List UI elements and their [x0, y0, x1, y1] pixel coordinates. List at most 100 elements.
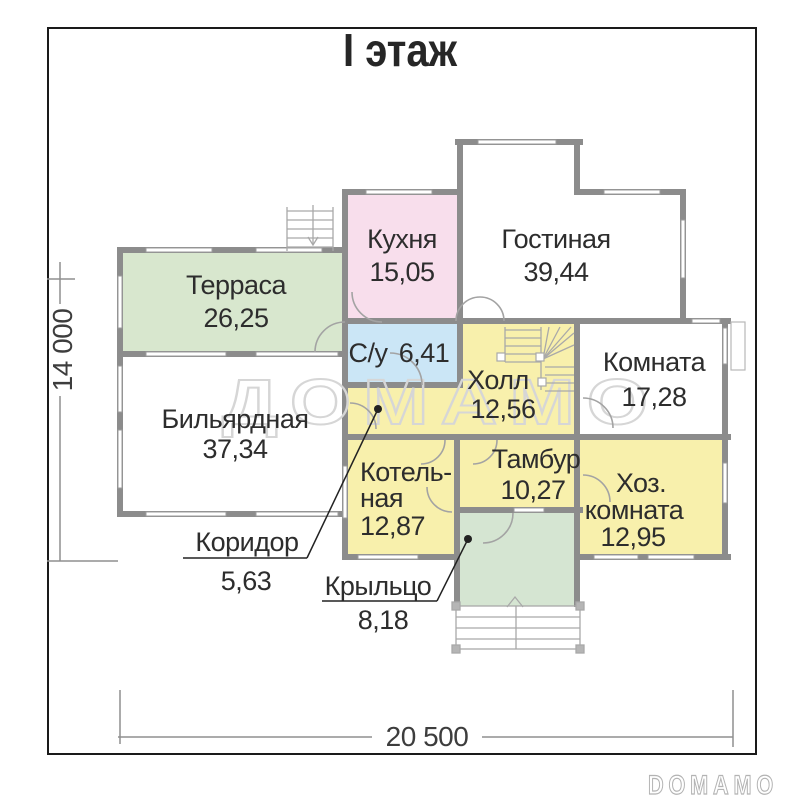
step-post	[575, 644, 585, 654]
wall-middle	[342, 318, 731, 324]
stair-arrow-down-icon	[307, 236, 319, 247]
dimension-height: 14 000	[47, 262, 118, 562]
terrace-name: Терраса	[186, 270, 288, 300]
door-boiler-top	[420, 439, 446, 465]
room-living	[463, 195, 680, 318]
dimension-width: 20 500	[118, 690, 734, 752]
living-area: 39,44	[523, 257, 589, 287]
wall-bathroom-bottom	[342, 382, 463, 388]
utility-name-1: Хоз.	[616, 468, 666, 498]
stair-post	[537, 377, 547, 387]
page-title: I этаж	[343, 24, 457, 76]
door-utility	[582, 474, 611, 503]
brand-logo: DOMAMO	[648, 770, 778, 800]
window	[513, 507, 545, 513]
step-post	[451, 601, 461, 611]
hall-name: Холл	[467, 365, 529, 395]
corridor-name: Коридор	[195, 527, 298, 557]
room-utility	[580, 440, 725, 554]
window	[255, 247, 323, 253]
window	[593, 554, 639, 560]
window	[117, 365, 123, 413]
room-kitchen	[348, 195, 457, 318]
dimension-height-label: 14 000	[47, 309, 78, 392]
room-room	[580, 324, 725, 434]
door-billiard	[349, 402, 377, 430]
window	[722, 462, 728, 504]
corridor-area: 5,63	[221, 566, 272, 596]
bathroom-name: С/у	[349, 338, 389, 368]
wall-mid-left	[342, 189, 348, 560]
room-living-bump	[463, 145, 574, 195]
room-labels: Терраса 26,25 Кухня 15,05 Гостиная 39,44…	[162, 224, 708, 635]
hall-area: 12,56	[470, 394, 535, 424]
boiler-name-2: ная	[360, 483, 403, 513]
wall-hall-room	[574, 318, 580, 440]
room-name: Комната	[603, 347, 707, 377]
window	[603, 189, 661, 195]
exterior-stair	[286, 205, 334, 251]
door-terrace	[314, 321, 346, 353]
terrace-area: 26,25	[203, 303, 268, 333]
utility-area: 12,95	[600, 522, 665, 552]
door-living-left	[455, 296, 481, 322]
window-sill	[730, 321, 746, 371]
door-tambour	[472, 439, 498, 465]
steps-arrow-up-icon	[506, 595, 524, 608]
porch-area: 8,18	[358, 605, 409, 635]
porch-steps	[451, 595, 585, 654]
room-hall	[460, 324, 574, 434]
boiler-name-1: Котель-	[360, 457, 452, 487]
window	[647, 554, 695, 560]
window	[691, 318, 721, 324]
room-billiard	[123, 357, 342, 511]
room-porch	[460, 513, 574, 606]
wall-band-bottom	[342, 434, 731, 440]
wall-bump-right	[574, 139, 580, 195]
porch-callout-dot	[464, 535, 472, 543]
plan-watermark: ДОМАМО	[222, 366, 660, 438]
wall-kitchen-living	[457, 139, 463, 388]
wall-terrace-bottom	[117, 351, 348, 357]
room-fills	[123, 145, 725, 606]
callouts	[183, 405, 472, 602]
window	[145, 351, 227, 357]
bathroom-area: 6,41	[399, 338, 450, 368]
wall-terrace-top	[117, 247, 348, 253]
room-terrace	[123, 253, 342, 351]
window	[477, 139, 557, 145]
stair-post	[535, 352, 545, 362]
window	[145, 247, 213, 253]
boiler-area: 12,87	[360, 511, 425, 541]
window	[255, 351, 339, 357]
window	[342, 465, 348, 519]
window	[365, 189, 433, 195]
corridor-callout-dot	[374, 405, 382, 413]
living-name: Гостиная	[501, 224, 610, 254]
door-boiler-side	[426, 486, 453, 513]
window	[722, 327, 728, 365]
wall-tambour-left	[454, 434, 460, 607]
door-bathroom	[389, 352, 423, 386]
tambour-name: Тамбур	[492, 444, 581, 474]
step-post	[451, 644, 461, 654]
room-tambour	[460, 440, 574, 507]
wall-tambour-right	[574, 434, 580, 607]
kitchen-area: 15,05	[369, 257, 434, 287]
hall-staircase	[496, 326, 575, 392]
page-frame	[47, 27, 757, 755]
window	[145, 511, 227, 517]
stair-post	[496, 352, 506, 362]
door-room	[582, 397, 614, 429]
dimension-width-label: 20 500	[386, 721, 469, 752]
window	[255, 511, 339, 517]
door-kitchen	[351, 291, 383, 323]
room-bathroom	[348, 324, 457, 382]
porch-name: Крыльцо	[325, 571, 432, 601]
windows	[117, 139, 746, 560]
kitchen-name: Кухня	[367, 224, 437, 254]
wall-billiard-bottom	[117, 511, 348, 517]
window	[117, 429, 123, 489]
